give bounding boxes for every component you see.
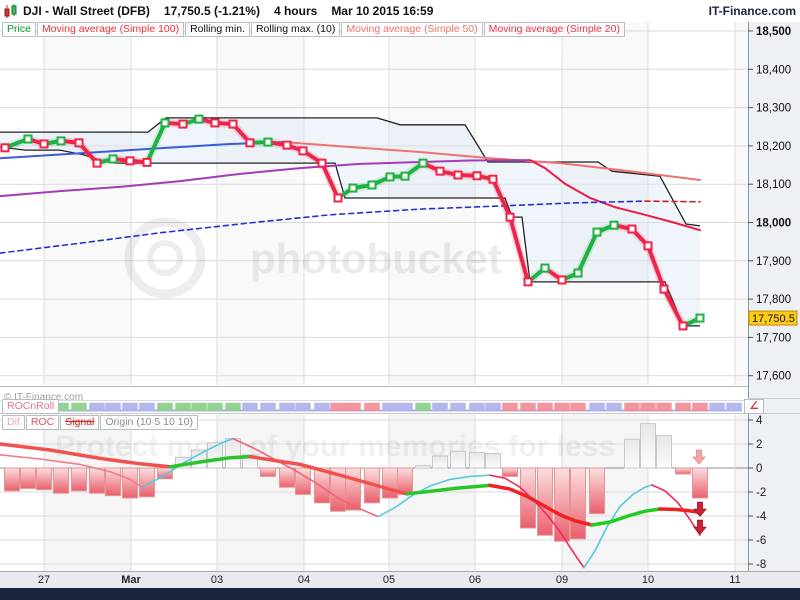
last-price-change: 17,750.5 (-1.21%) [163,3,260,18]
legend-item-rolling-max-10-[interactable]: Rolling max. (10) [250,22,341,37]
indicator-settings-icon[interactable]: ∠ [744,399,764,414]
svg-text:-4: -4 [756,511,767,523]
svg-text:18,000: 18,000 [756,218,791,230]
svg-text:-6: -6 [756,535,766,547]
roc-legend-item-dif[interactable]: Dif [2,415,25,430]
legend-item-moving-average-simple-20-[interactable]: Moving average (Simple 20) [483,22,625,37]
svg-text:4: 4 [756,415,763,427]
legend-item-price[interactable]: Price [2,22,36,37]
x-axis-label-11: 11 [729,574,741,586]
svg-text:18,500: 18,500 [756,26,791,38]
svg-text:18,400: 18,400 [756,64,791,76]
instrument-title: DJI - Wall Street (DFB) [23,3,150,18]
header-bar: DJI - Wall Street (DFB) 17,750.5 (-1.21%… [0,0,800,21]
indicator-legend-row: Price Moving average (Simple 100) Rolling … [2,22,626,37]
legend-item-rolling-min-[interactable]: Rolling min. [185,22,250,37]
x-axis-label-06: 06 [468,574,482,586]
legend-item-moving-average-simple-50-[interactable]: Moving average (Simple 50) [341,22,483,37]
x-axis-label-04: 04 [297,574,311,586]
svg-text:0: 0 [756,463,762,475]
svg-text:-2: -2 [756,487,766,499]
roc-legend-row: Dif ROC Signal Origin (10 5 10 10) [2,415,199,430]
x-axis-label-10: 10 [641,574,655,586]
svg-text:17,700: 17,700 [756,332,791,344]
x-axis-label-27: 27 [37,574,51,586]
svg-text:18,300: 18,300 [756,103,791,115]
roc-legend-item-origin-10-5-10-10-[interactable]: Origin (10 5 10 10) [100,415,198,430]
svg-text:Protect more of your memories: Protect more of your memories for less [55,430,615,463]
svg-text:18,100: 18,100 [756,179,791,191]
datetime-label: Mar 10 2015 16:59 [331,3,434,18]
roc-legend-item-signal[interactable]: Signal [60,415,100,430]
legend-item-moving-average-simple-100-[interactable]: Moving average (Simple 100) [36,22,185,37]
x-axis-bar: 27 Mar 03 04 05 06 09 10 11 [0,571,800,589]
timeframe-label[interactable]: 4 hours [273,3,318,18]
x-axis-label-05: 05 [382,574,396,586]
svg-text:17,800: 17,800 [756,294,791,306]
svg-text:17,750.5: 17,750.5 [752,313,795,325]
svg-text:17,900: 17,900 [756,256,791,268]
bottom-status-bar [0,588,800,600]
copyright-text: © IT-Finance.com [4,392,84,403]
svg-text:17,600: 17,600 [756,371,791,383]
rocnroll-label-chip[interactable]: ROCnRoll [2,399,60,414]
x-axis-label-09: 09 [555,574,569,586]
x-axis-label-mar: Mar [121,574,141,586]
roc-legend-item-roc[interactable]: ROC [25,415,60,430]
candlestick-icon [4,3,17,18]
copyright-row: © IT-Finance.com [0,386,748,403]
svg-text:18,200: 18,200 [756,141,791,153]
x-axis-label-03: 03 [210,574,224,586]
svg-text:photobucket: photobucket [250,235,502,282]
svg-text:2: 2 [756,439,762,451]
brand-link[interactable]: IT-Finance.com [708,3,796,18]
svg-text:-8: -8 [756,559,766,571]
